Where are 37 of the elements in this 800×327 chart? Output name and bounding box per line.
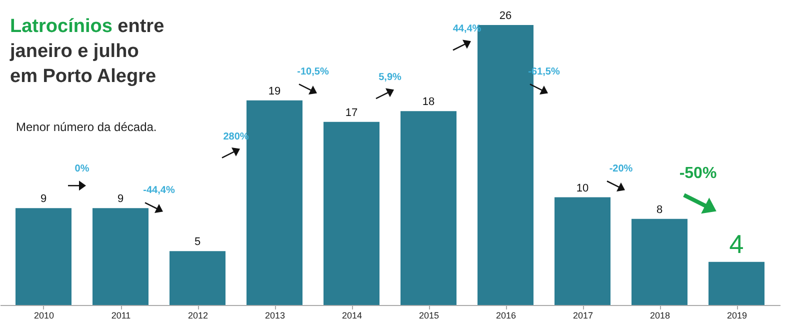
x-tick-label: 2016 xyxy=(496,310,516,320)
data-label: 8 xyxy=(656,204,663,216)
annotation: -50% xyxy=(679,165,717,182)
text: Latrocínios entre janeiro e julho em Porto Alegre xyxy=(10,15,166,89)
annotation: -10,5% xyxy=(297,66,329,78)
data-label: 10 xyxy=(576,182,589,194)
x-tick-label: 2013 xyxy=(264,310,286,320)
data-label: 9 xyxy=(117,193,124,206)
bar xyxy=(632,218,688,305)
bar xyxy=(92,208,148,305)
x-tick-label: 2010 xyxy=(34,310,54,320)
bar xyxy=(170,251,226,305)
x-tick-label: 2015 xyxy=(418,310,440,320)
data-label: 19 xyxy=(268,85,281,98)
x-tick-label: 2017 xyxy=(572,310,594,320)
bar xyxy=(708,262,764,305)
x-tick-label: 2018 xyxy=(650,310,670,320)
text: Menor número da década. xyxy=(16,120,157,134)
bar xyxy=(324,122,380,305)
x-tick-label: 2012 xyxy=(188,310,208,320)
bar xyxy=(16,208,72,305)
data-label: 18 xyxy=(422,96,435,108)
x-tick-label: 2014 xyxy=(342,310,362,320)
data-label: 4 xyxy=(729,228,744,259)
bar xyxy=(554,197,610,305)
bar xyxy=(400,111,456,305)
x-tick-label: 2011 xyxy=(111,310,131,320)
data-label: 5 xyxy=(194,236,201,248)
annotation: 0% xyxy=(74,164,90,175)
annotation: -20% xyxy=(609,164,633,175)
bar xyxy=(246,100,302,305)
data-label: 9 xyxy=(40,193,47,206)
annotation: 5,9% xyxy=(378,72,402,84)
x-tick-label: 2019 xyxy=(726,310,748,320)
annotation: -44,4% xyxy=(143,185,175,196)
data-label: 17 xyxy=(345,106,358,119)
data-label: 26 xyxy=(499,10,512,22)
